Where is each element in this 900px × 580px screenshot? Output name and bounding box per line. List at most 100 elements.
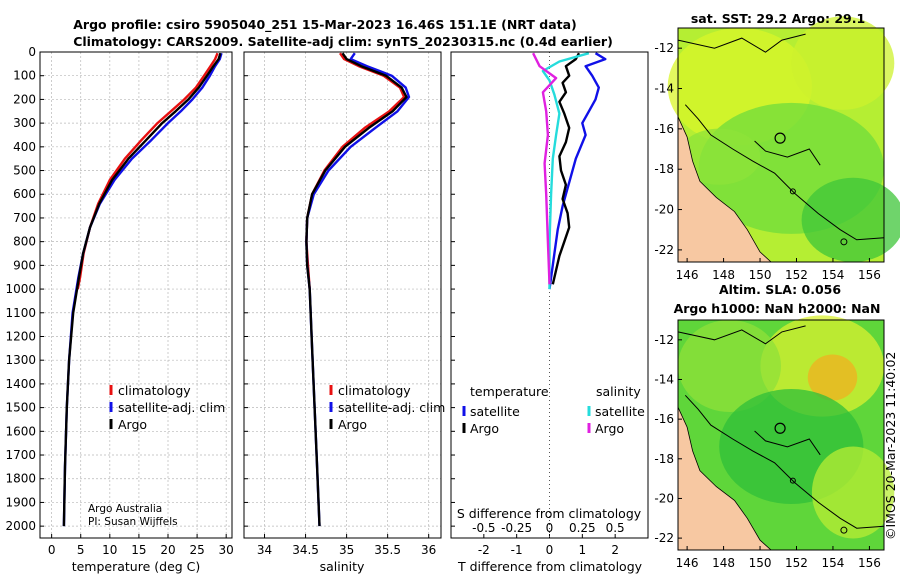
x2-tick-label: -0.5 — [472, 521, 495, 535]
x-tick-label: 30 — [219, 543, 234, 557]
x-tick-label: 25 — [189, 543, 204, 557]
x2-tick-label: 0 — [546, 521, 554, 535]
argo-float-marker — [774, 132, 786, 144]
map-frame — [677, 319, 885, 551]
legend-label: satellite-adj. clim — [338, 400, 445, 415]
series-line-s-satellite — [541, 52, 590, 290]
y-tick-label: 1800 — [5, 472, 36, 486]
credit-line1: Argo Australia — [88, 503, 162, 515]
imos-timestamp: ©IMOS 20-Mar-2023 11:40:02 — [883, 352, 898, 540]
x-tick-label: 150 — [749, 556, 772, 570]
x-axis-label: temperature (deg C) — [72, 559, 201, 574]
field-patch — [801, 177, 900, 262]
x-tick-label: 2 — [611, 543, 619, 557]
reef-island — [840, 238, 848, 246]
sst-map-title: sat. SST: 29.2 Argo: 29.1 — [691, 11, 865, 26]
y-tick-label: -22 — [654, 531, 674, 545]
y-tick-label: -20 — [654, 491, 674, 505]
x-axis-label: salinity — [320, 559, 365, 574]
y-tick-label: 1300 — [5, 353, 36, 367]
y-tick-label: -12 — [654, 333, 674, 347]
field-patch — [791, 16, 895, 110]
x-tick-label: 20 — [160, 543, 175, 557]
plot-frame — [39, 51, 233, 539]
x-tick-label: 5 — [77, 543, 85, 557]
legend-title-salinity: salinity — [596, 384, 641, 399]
y-tick-label: -14 — [654, 82, 674, 96]
legend-label-t: satellite — [470, 404, 520, 419]
y-tick-label: 1900 — [5, 495, 36, 509]
reef-island — [789, 188, 796, 195]
coast-contour-north — [677, 33, 806, 53]
x-tick-label: 150 — [749, 268, 772, 282]
field-patch — [807, 354, 858, 401]
y-tick-label: 100 — [13, 69, 36, 83]
x-tick-label: 35.5 — [374, 543, 401, 557]
legend-label: climatology — [118, 383, 191, 398]
legend-label: Argo — [118, 417, 147, 432]
x-tick-label: 154 — [822, 268, 845, 282]
figure-title-line2: Climatology: CARS2009. Satellite-adj cli… — [73, 34, 613, 50]
reef-island — [789, 477, 796, 484]
series-line-climatology — [305, 52, 406, 290]
x-tick-label: 148 — [712, 556, 735, 570]
reef-contour-2 — [754, 430, 821, 456]
y-tick-label: 700 — [13, 211, 36, 225]
legend-label: climatology — [338, 383, 411, 398]
y-tick-label: -18 — [654, 162, 674, 176]
series-line-t-argo — [551, 52, 581, 285]
x-tick-label: -2 — [478, 543, 490, 557]
legend-label: Argo — [338, 417, 367, 432]
y-tick-label: 600 — [13, 187, 36, 201]
x-tick-label: 152 — [785, 268, 808, 282]
legend-label-t: Argo — [470, 421, 499, 436]
x-axis-label: T difference from climatology — [457, 559, 643, 574]
y-tick-label: 1000 — [5, 282, 36, 296]
x-tick-label: 154 — [822, 556, 845, 570]
x-tick-label: 152 — [785, 556, 808, 570]
difference-panel: -2 -1 0 1 2 -0.5 -0.25 0 0.25 0.5S difference fro… — [450, 51, 649, 574]
field-patch — [811, 446, 895, 539]
reef-island — [840, 526, 848, 534]
reef-contour — [684, 104, 885, 241]
x-tick-label: -1 — [511, 543, 523, 557]
x-tick-label: 156 — [858, 268, 881, 282]
y-tick-label: 0 — [28, 45, 36, 59]
y-tick-label: 1200 — [5, 329, 36, 343]
x-tick-label: 146 — [676, 556, 699, 570]
y-tick-label: -18 — [654, 452, 674, 466]
x-tick-label: 156 — [858, 556, 881, 570]
y-tick-label: -16 — [654, 122, 674, 136]
x2-tick-label: 0.25 — [569, 521, 596, 535]
x-tick-label: 15 — [131, 543, 146, 557]
x-tick-label: 36 — [421, 543, 436, 557]
x-tick-label: 1 — [579, 543, 587, 557]
y-tick-label: -20 — [654, 203, 674, 217]
map-frame — [677, 27, 885, 263]
argo-float-marker — [774, 422, 786, 434]
x2-axis-label: S difference from climatology — [457, 506, 642, 521]
legend-label-s: satellite — [595, 404, 645, 419]
figure-title-line1: Argo profile: csiro 5905040_251 15-Mar-2… — [73, 17, 577, 33]
y-tick-label: -14 — [654, 372, 674, 386]
x-tick-label: 148 — [712, 268, 735, 282]
x-tick-label: 34 — [257, 543, 272, 557]
x-tick-label: 10 — [102, 543, 117, 557]
y-tick-label: 400 — [13, 140, 36, 154]
y-tick-label: 2000 — [5, 519, 36, 533]
temperature-panel: 0 5 10 15 20 25 300100200300400500600700800900… — [5, 45, 233, 574]
y-tick-label: 800 — [13, 235, 36, 249]
series-line-argo — [305, 52, 408, 527]
series-line-t-satellite — [548, 52, 607, 290]
y-tick-label: 1100 — [5, 306, 36, 320]
y-tick-label: -12 — [654, 41, 674, 55]
legend-label: satellite-adj. clim — [118, 400, 225, 415]
y-tick-label: 500 — [13, 164, 36, 178]
sla-map-title-line1: Altim. SLA: 0.056 — [719, 282, 841, 297]
y-tick-label: 1700 — [5, 448, 36, 462]
field-patch — [678, 128, 761, 185]
salinity-panel: 34 34.5 35 35.5 36 salinity climatology satelli… — [243, 51, 445, 574]
reef-contour-2 — [754, 140, 821, 166]
x-tick-label: 34.5 — [292, 543, 319, 557]
